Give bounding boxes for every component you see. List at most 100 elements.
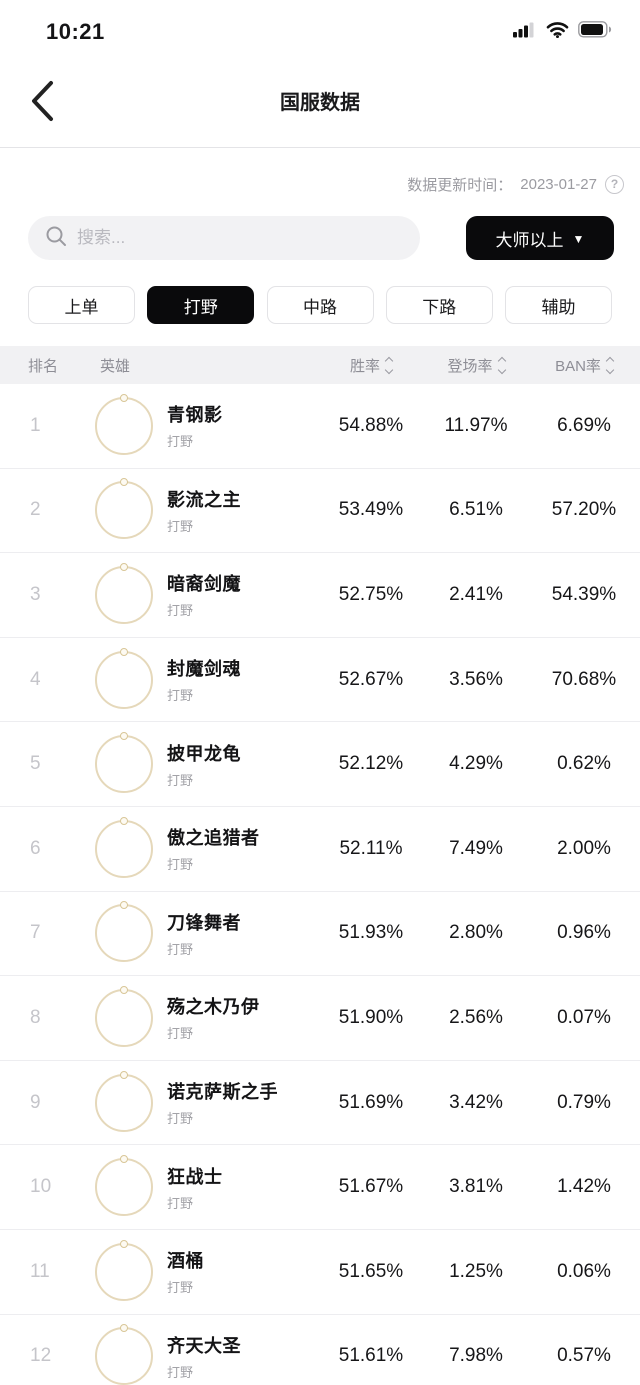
hero-row[interactable]: 1 青钢影 打野 54.88% 11.97% 6.69%	[0, 384, 640, 469]
rank-cell: 5	[30, 753, 41, 775]
hero-name: 狂战士	[167, 1166, 223, 1187]
hero-avatar-ring	[95, 1327, 153, 1385]
hero-text: 刀锋舞者 打野	[167, 909, 241, 958]
hero-row[interactable]: 9 诺克萨斯之手 打野 51.69% 3.42% 0.79%	[0, 1060, 640, 1146]
hero-text: 殇之木乃伊 打野	[167, 993, 260, 1042]
tab-打野[interactable]: 打野	[147, 286, 255, 324]
page-title: 国服数据	[280, 92, 360, 114]
hero-avatar-ring	[95, 988, 153, 1047]
hero-row[interactable]: 11 酒桶 打野 51.65% 1.25% 0.06%	[0, 1229, 640, 1315]
column-header-pickrate[interactable]: 登场率	[424, 355, 528, 376]
ban-rate-cell: 0.07%	[557, 1006, 611, 1028]
ban-rate-cell: 1.42%	[557, 1176, 611, 1198]
role-tabs: 上单 打野 中路 下路 辅助	[0, 286, 640, 324]
hero-row[interactable]: 6 傲之追猎者 打野 52.11% 7.49% 2.00%	[0, 806, 640, 892]
hero-text: 诺克萨斯之手 打野	[167, 1078, 278, 1127]
tab-辅助[interactable]: 辅助	[505, 286, 612, 324]
rank-cell: 2	[30, 499, 41, 521]
pick-rate-cell: 3.56%	[449, 668, 503, 690]
pick-rate-cell: 3.42%	[449, 1091, 503, 1113]
hero-avatar-ring	[95, 1073, 153, 1132]
hero-name: 封魔剑魂	[167, 659, 241, 680]
rank-cell: 11	[30, 1260, 50, 1282]
rank-cell: 3	[30, 583, 41, 605]
hero-cell: 狂战士 打野	[72, 1158, 318, 1217]
pick-rate-cell: 2.41%	[449, 583, 503, 605]
win-rate-cell: 51.67%	[338, 1176, 404, 1198]
rank-cell: 9	[30, 1091, 41, 1113]
hero-role: 打野	[167, 857, 194, 873]
hero-row[interactable]: 7 刀锋舞者 打野 51.93% 2.80% 0.96%	[0, 891, 640, 977]
rank-filter-button[interactable]: 大师以上 ▼	[466, 216, 614, 260]
pick-rate-cell: 7.49%	[449, 837, 503, 859]
hero-name: 披甲龙龟	[167, 743, 241, 764]
hero-row[interactable]: 5 披甲龙龟 打野 52.12% 4.29% 0.62%	[0, 722, 640, 807]
hero-text: 齐天大圣 打野	[167, 1332, 241, 1381]
ban-rate-cell: 0.62%	[557, 753, 611, 775]
tab-中路[interactable]: 中路	[266, 286, 374, 324]
win-rate-cell: 51.61%	[338, 1345, 404, 1367]
hero-role: 打野	[167, 518, 194, 534]
rank-cell: 10	[30, 1176, 52, 1198]
nav-header: 国服数据	[0, 54, 640, 148]
hero-row[interactable]: 2 影流之主 打野 53.49% 6.51% 57.20%	[0, 468, 640, 554]
pickrate-label: 登场率	[447, 357, 493, 375]
hero-text: 酒桶 打野	[167, 1247, 204, 1296]
hero-text: 影流之主 打野	[167, 486, 241, 535]
wifi-icon	[546, 21, 569, 43]
win-rate-cell: 52.12%	[338, 753, 404, 775]
hero-role: 打野	[167, 603, 194, 619]
chevron-left-icon	[29, 79, 55, 126]
pick-rate-cell: 6.51%	[449, 499, 503, 521]
hero-cell: 殇之木乃伊 打野	[72, 988, 318, 1047]
hero-role: 打野	[167, 941, 194, 957]
tab-上单[interactable]: 上单	[28, 286, 135, 324]
win-rate-cell: 54.88%	[338, 414, 404, 436]
banrate-label: BAN率	[555, 357, 601, 375]
update-date: 2023-01-27	[520, 175, 597, 193]
pick-rate-cell: 4.29%	[449, 753, 503, 775]
table-header: 排名 英雄 胜率 登场率 BAN率	[0, 346, 640, 384]
sort-icon	[384, 356, 394, 374]
ban-rate-cell: 0.79%	[557, 1091, 611, 1113]
pick-rate-cell: 7.98%	[449, 1345, 503, 1367]
rank-filter-label: 大师以上	[495, 230, 564, 250]
search-input[interactable]	[77, 228, 406, 248]
rank-cell: 6	[30, 837, 41, 859]
hero-avatar-ring	[95, 1242, 153, 1301]
pick-rate-cell: 3.81%	[449, 1176, 503, 1198]
hero-role: 打野	[167, 772, 194, 788]
hero-text: 封魔剑魂 打野	[167, 655, 241, 704]
hero-text: 傲之追猎者 打野	[167, 824, 260, 873]
ban-rate-cell: 0.57%	[557, 1345, 611, 1367]
tab-下路[interactable]: 下路	[385, 286, 493, 324]
hero-row[interactable]: 10 狂战士 打野 51.67% 3.81% 1.42%	[0, 1145, 640, 1230]
back-button[interactable]	[20, 78, 64, 126]
win-rate-cell: 51.90%	[338, 1006, 404, 1028]
ban-rate-cell: 2.00%	[557, 837, 611, 859]
hero-role: 打野	[167, 1280, 194, 1296]
status-bar: 10:21	[0, 0, 640, 54]
hero-row[interactable]: 4 封魔剑魂 打野 52.67% 3.56% 70.68%	[0, 637, 640, 723]
hero-avatar-ring	[95, 904, 153, 963]
win-rate-cell: 52.67%	[338, 668, 404, 690]
column-header-banrate[interactable]: BAN率	[528, 355, 640, 376]
hero-role: 打野	[167, 1026, 194, 1042]
win-rate-cell: 51.69%	[338, 1091, 404, 1113]
hero-row[interactable]: 3 暗裔剑魔 打野 52.75% 2.41% 54.39%	[0, 553, 640, 638]
column-header-winrate[interactable]: 胜率	[318, 355, 424, 376]
hero-role: 打野	[167, 1364, 194, 1380]
hero-name: 齐天大圣	[167, 1335, 241, 1356]
help-icon[interactable]: ?	[605, 174, 624, 194]
search-box[interactable]	[28, 216, 420, 260]
hero-cell: 酒桶 打野	[72, 1242, 318, 1301]
hero-row[interactable]: 12 齐天大圣 打野 51.61% 7.98% 0.57%	[0, 1314, 640, 1385]
rank-cell: 7	[30, 922, 41, 944]
hero-role: 打野	[167, 1111, 194, 1127]
hero-row[interactable]: 8 殇之木乃伊 打野 51.90% 2.56% 0.07%	[0, 976, 640, 1061]
hero-role: 打野	[167, 434, 194, 450]
hero-name: 青钢影	[167, 405, 223, 426]
hero-cell: 披甲龙龟 打野	[72, 735, 318, 794]
hero-text: 青钢影 打野	[167, 401, 223, 450]
